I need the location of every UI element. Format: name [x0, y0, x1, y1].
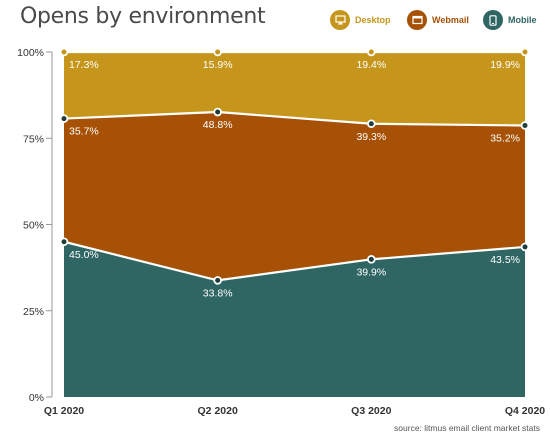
data-label-mobile: 33.8%	[203, 287, 233, 299]
data-point	[59, 237, 69, 247]
legend-item-mobile: Mobile	[483, 10, 537, 30]
y-tick-label: 100%	[17, 47, 44, 59]
data-point	[367, 119, 376, 129]
data-point	[520, 47, 530, 57]
phone-icon	[483, 10, 503, 30]
data-label-webmail: 35.7%	[69, 126, 99, 138]
data-label-desktop: 19.9%	[490, 59, 520, 71]
legend-label-webmail: Webmail	[432, 15, 469, 25]
data-point	[520, 242, 530, 252]
y-tick-label: 0%	[29, 392, 44, 404]
data-point	[367, 47, 376, 57]
data-label-mobile: 45.0%	[69, 249, 99, 261]
legend-label-desktop: Desktop	[355, 15, 391, 25]
data-label-desktop: 15.9%	[203, 59, 233, 71]
data-label-webmail: 35.2%	[490, 132, 520, 144]
source-note: source: litmus email client market stats	[394, 423, 540, 433]
data-point	[59, 114, 69, 123]
boundary-line-mobile	[63, 240, 526, 282]
x-tick-label: Q2 2020	[198, 405, 238, 417]
data-point	[59, 47, 69, 57]
area-mobile	[64, 241, 525, 397]
legend-item-webmail: Webmail	[407, 10, 469, 30]
data-point	[213, 47, 222, 57]
y-tick-label: 75%	[23, 133, 44, 145]
data-point	[213, 276, 222, 285]
data-label-webmail: 48.8%	[203, 119, 233, 131]
data-point	[213, 107, 222, 117]
data-label-mobile: 39.9%	[356, 266, 386, 278]
boundary-line-webmail	[63, 110, 526, 127]
data-label-desktop: 17.3%	[69, 59, 99, 71]
legend: Desktop Webmail Mobile	[330, 10, 542, 34]
legend-item-desktop: Desktop	[330, 10, 391, 30]
data-label-webmail: 39.3%	[356, 131, 386, 143]
data-point	[520, 121, 530, 130]
data-label-mobile: 43.5%	[490, 254, 520, 266]
monitor-icon	[330, 10, 350, 30]
legend-label-mobile: Mobile	[508, 15, 537, 25]
data-label-desktop: 19.4%	[356, 59, 386, 71]
y-tick-label: 50%	[23, 220, 44, 232]
area-webmail	[64, 112, 525, 281]
area-desktop	[64, 52, 525, 126]
data-point	[367, 255, 376, 264]
y-tick-label: 25%	[23, 306, 44, 318]
x-tick-label: Q1 2020	[44, 405, 84, 417]
x-tick-label: Q3 2020	[351, 405, 391, 417]
chart-title: Opens by environment	[20, 4, 266, 29]
x-tick-label: Q4 2020	[505, 405, 545, 417]
browser-window-icon	[407, 10, 427, 30]
